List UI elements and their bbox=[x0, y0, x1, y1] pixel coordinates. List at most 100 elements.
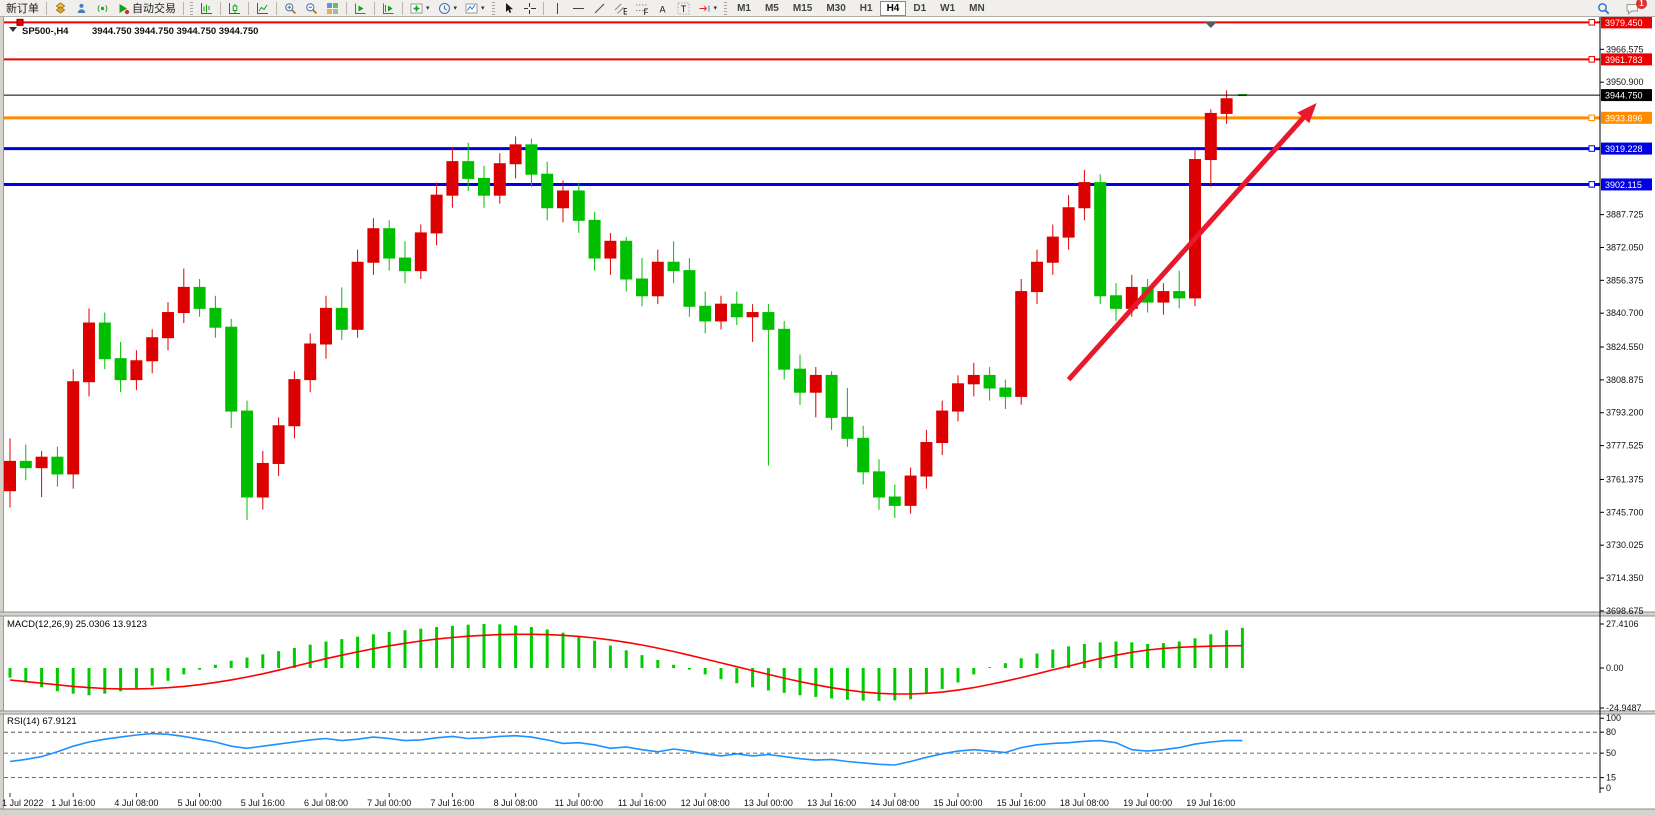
community-icon-icon bbox=[75, 2, 88, 15]
templates-button[interactable]: ▾ bbox=[462, 1, 488, 16]
rsi-indicator-label: RSI(14) 67.9121 bbox=[7, 716, 77, 727]
svg-text:T: T bbox=[680, 4, 686, 14]
auto-scroll-icon bbox=[354, 2, 367, 15]
community-icon[interactable] bbox=[72, 1, 91, 16]
dropdown-caret-icon[interactable]: ▾ bbox=[481, 5, 485, 12]
arrows-button[interactable]: ▾ bbox=[695, 1, 721, 16]
market-icon-icon bbox=[54, 1, 67, 15]
indicators-button[interactable]: ▾ bbox=[407, 1, 433, 16]
notification-badge: 1 bbox=[1636, 0, 1647, 9]
dropdown-caret-icon[interactable]: ▾ bbox=[713, 5, 718, 12]
svg-text:3902.115: 3902.115 bbox=[1605, 180, 1642, 190]
candlestick-chart-button[interactable] bbox=[225, 1, 244, 16]
candlestick-series[interactable] bbox=[4, 90, 1247, 521]
chart-collapse-icon[interactable] bbox=[9, 27, 17, 32]
svg-text:3730.025: 3730.025 bbox=[1606, 540, 1644, 550]
dropdown-caret-icon[interactable]: ▾ bbox=[453, 5, 458, 12]
svg-text:3887.725: 3887.725 bbox=[1606, 210, 1644, 220]
fibonacci-button[interactable]: F bbox=[632, 1, 651, 16]
timeframe-h4[interactable]: H4 bbox=[879, 0, 907, 16]
svg-text:3793.200: 3793.200 bbox=[1606, 408, 1644, 418]
auto-trading-icon bbox=[117, 2, 130, 15]
toolbar-separator bbox=[346, 1, 347, 15]
svg-text:7 Jul 16:00: 7 Jul 16:00 bbox=[430, 798, 474, 808]
timeframe-d1[interactable]: D1 bbox=[906, 1, 933, 16]
bar-chart-button[interactable] bbox=[197, 1, 216, 16]
line-chart-button[interactable] bbox=[253, 1, 272, 16]
trend-arrow[interactable] bbox=[1066, 102, 1317, 382]
timeframe-m30[interactable]: M30 bbox=[819, 1, 852, 16]
toolbar-grip bbox=[491, 1, 495, 15]
svg-text:3950.900: 3950.900 bbox=[1606, 77, 1644, 87]
horizontal-lines[interactable] bbox=[4, 18, 1600, 188]
cursor-button[interactable] bbox=[499, 1, 518, 16]
svg-text:3808.875: 3808.875 bbox=[1606, 375, 1644, 385]
chart-symbol-title: SP500-,H4 bbox=[22, 26, 69, 37]
signals-icon[interactable] bbox=[93, 1, 112, 16]
zoom-in-icon bbox=[284, 2, 297, 15]
svg-text:3824.550: 3824.550 bbox=[1606, 342, 1644, 352]
chart-window[interactable]: 3966.575 3950.900 3887.725 3872.050 3856.375… bbox=[0, 16, 1655, 815]
new-order-button-label: 新订单 bbox=[6, 3, 39, 15]
time-axis[interactable]: 1 Jul 2022 1 Jul 16:00 4 Jul 08:00 5 Jul 00… bbox=[2, 793, 1235, 808]
equidistant-channel-icon: E bbox=[614, 2, 627, 15]
svg-text:11 Jul 00:00: 11 Jul 00:00 bbox=[555, 798, 603, 808]
vertical-line-button[interactable] bbox=[548, 1, 567, 16]
timeframe-h1[interactable]: H1 bbox=[853, 1, 880, 16]
svg-text:7 Jul 00:00: 7 Jul 00:00 bbox=[367, 798, 411, 808]
notifications-button[interactable]: 1 bbox=[1623, 0, 1647, 16]
periods-button[interactable]: ▾ bbox=[435, 1, 461, 16]
svg-text:8 Jul 08:00: 8 Jul 08:00 bbox=[494, 798, 538, 808]
crosshair-button[interactable] bbox=[520, 1, 539, 16]
timeframe-m1-label: M1 bbox=[737, 2, 751, 14]
toolbar-separator bbox=[276, 1, 277, 15]
svg-text:3944.750: 3944.750 bbox=[1605, 91, 1643, 101]
svg-text:6 Jul 08:00: 6 Jul 08:00 bbox=[304, 798, 348, 808]
svg-text:50: 50 bbox=[1606, 748, 1616, 758]
svg-text:11 Jul 16:00: 11 Jul 16:00 bbox=[618, 798, 666, 808]
timeframe-h1-label: H1 bbox=[859, 2, 873, 14]
text-label-button[interactable]: T bbox=[674, 1, 693, 16]
timeframe-w1[interactable]: W1 bbox=[933, 1, 962, 16]
price-chart[interactable]: 3966.575 3950.900 3887.725 3872.050 3856.375… bbox=[0, 16, 1655, 815]
zoom-in-button[interactable] bbox=[281, 1, 300, 16]
svg-text:15: 15 bbox=[1606, 773, 1616, 783]
chart-shift-button[interactable] bbox=[379, 1, 398, 16]
timeframe-mn[interactable]: MN bbox=[962, 1, 992, 16]
svg-text:5 Jul 00:00: 5 Jul 00:00 bbox=[178, 798, 222, 808]
toolbar-separator bbox=[402, 1, 403, 15]
svg-text:27.4106: 27.4106 bbox=[1606, 619, 1639, 629]
timeframe-m15[interactable]: M15 bbox=[786, 1, 819, 16]
svg-text:15 Jul 00:00: 15 Jul 00:00 bbox=[933, 798, 982, 808]
svg-text:13 Jul 00:00: 13 Jul 00:00 bbox=[744, 798, 793, 808]
svg-text:3777.525: 3777.525 bbox=[1606, 441, 1644, 451]
vertical-line-icon bbox=[551, 2, 564, 15]
macd-pane bbox=[8, 624, 1244, 701]
macd-indicator-label: MACD(12,26,9) 25.0306 13.9123 bbox=[7, 619, 147, 630]
zoom-out-button[interactable] bbox=[302, 1, 321, 16]
equidistant-channel-button[interactable]: E bbox=[611, 1, 630, 16]
market-icon[interactable] bbox=[51, 1, 70, 16]
tile-windows-button[interactable] bbox=[323, 1, 342, 16]
search-button[interactable] bbox=[1594, 1, 1613, 16]
trendline-button[interactable] bbox=[590, 1, 609, 16]
horizontal-line-button[interactable] bbox=[569, 1, 588, 16]
timeframe-m5[interactable]: M5 bbox=[758, 1, 786, 16]
toolbar-separator bbox=[183, 1, 184, 15]
svg-text:1 Jul 2022: 1 Jul 2022 bbox=[2, 798, 44, 808]
search-icon bbox=[1597, 2, 1610, 15]
text-button[interactable]: A bbox=[653, 1, 672, 16]
tile-windows-icon bbox=[326, 2, 339, 15]
new-order-button[interactable]: 新订单 bbox=[3, 1, 42, 16]
svg-text:3761.375: 3761.375 bbox=[1606, 474, 1644, 484]
auto-trading-button[interactable]: 自动交易 bbox=[114, 1, 179, 16]
timeframe-m1[interactable]: M1 bbox=[730, 1, 758, 16]
toolbar-grip bbox=[724, 1, 728, 15]
svg-text:0.00: 0.00 bbox=[1606, 663, 1624, 673]
svg-text:80: 80 bbox=[1606, 727, 1616, 737]
text-label-icon: T bbox=[677, 2, 690, 15]
auto-scroll-button[interactable] bbox=[351, 1, 370, 16]
price-axis[interactable]: 3966.575 3950.900 3887.725 3872.050 3856.375… bbox=[1599, 16, 1652, 793]
toolbar-separator bbox=[374, 1, 375, 15]
dropdown-caret-icon[interactable]: ▾ bbox=[426, 5, 430, 12]
